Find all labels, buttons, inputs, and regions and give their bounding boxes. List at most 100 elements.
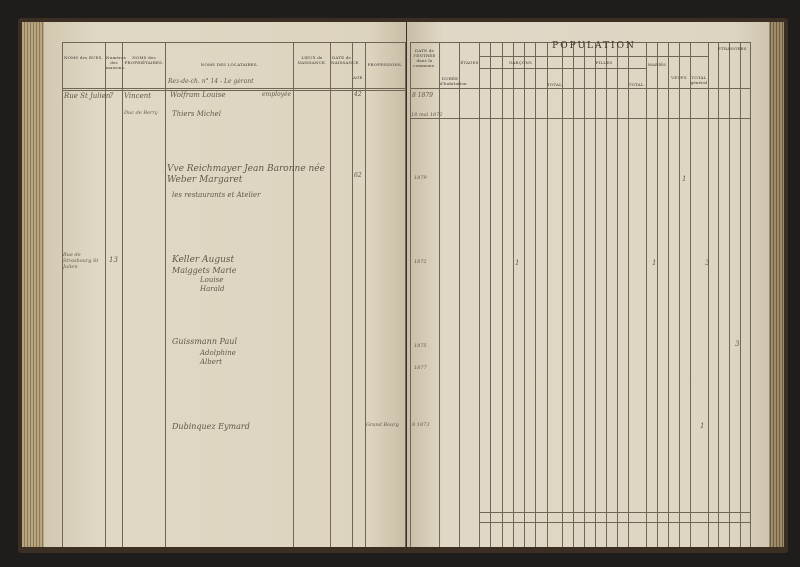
entry-tenant: Harald (200, 285, 225, 293)
entry-count: 3 (705, 259, 710, 267)
ruling-line (410, 88, 750, 89)
entry-date: 1879 (414, 175, 427, 181)
entry-tenant: Thiers Michel (172, 110, 221, 118)
entry-note: les restaurants et Atelier (172, 191, 261, 199)
ruling-line (122, 42, 123, 547)
header-date: DATE de NAISSANCE. (331, 55, 361, 65)
ruling-line (105, 42, 106, 547)
ruling-line (573, 42, 574, 547)
header-rues: NOMS des RUES. (63, 55, 104, 60)
ruling-line (293, 42, 294, 547)
entry-age: 42 (354, 91, 362, 98)
ruling-line (750, 42, 751, 547)
header-total-general: TOTAL général (690, 75, 708, 85)
entry-tenant: Adolphine (200, 349, 236, 357)
ruling-line (595, 42, 596, 547)
ruling-line (535, 42, 536, 547)
ruling-line (690, 42, 691, 547)
entry-date: 18 mai 1872 (411, 112, 443, 118)
ruling-line (729, 42, 730, 547)
entry-house-number: 7 (109, 92, 114, 100)
ruling-line (628, 42, 629, 547)
entry-date: 1872 (414, 259, 427, 265)
page-edges-left (22, 22, 48, 547)
entry-tenant: Guissmann Paul (172, 337, 238, 346)
entry-count: 1 (682, 175, 687, 183)
entry-date: 1875 (414, 343, 427, 349)
header-date-entree: DATE de l'ENTRÉE dans la commune. (413, 48, 436, 68)
ruling-line (524, 42, 525, 547)
ruling-line (547, 42, 548, 547)
entry-occupation: employée (262, 91, 292, 98)
ruling-line (410, 42, 750, 43)
ruling-line (668, 42, 669, 547)
entry-floor-note: Rez-de-ch. n° 14 - Le gérant (168, 78, 254, 85)
header-proprietaires: NOMS des PROPRIÉTAIRES. (124, 55, 164, 65)
ruling-line (479, 42, 480, 547)
header-maries: MARIÉS (647, 62, 667, 67)
ruling-line (513, 42, 514, 547)
entry-count: 3 (735, 340, 740, 348)
ruling-line (410, 118, 750, 119)
entry-age: 62 (354, 172, 362, 179)
ruling-line (352, 42, 353, 547)
ruling-line (606, 42, 607, 547)
right-page (407, 22, 769, 547)
ruling-line (479, 522, 750, 523)
header-population: POPULATION (552, 41, 636, 51)
entry-tenant: Maiggets Marie (172, 266, 237, 275)
ruling-line (330, 42, 331, 547)
ruling-line (410, 42, 411, 547)
ruling-line (657, 42, 658, 547)
header-etrangers: ÉTRANGERS (718, 46, 747, 51)
entry-date: 1877 (414, 365, 427, 371)
page-edges-right (768, 22, 784, 547)
ruling-line (62, 42, 63, 547)
header-etages: ÉTAGES (460, 60, 479, 65)
ruling-line (490, 42, 491, 547)
header-garcons-total: TOTAL. (547, 82, 564, 87)
ruling-line (679, 42, 680, 547)
header-locataires: NOMS DES LOCATAIRES. (200, 62, 259, 67)
ruling-line (405, 42, 406, 547)
entry-tenant: Louise (200, 276, 224, 284)
entry-street: Rue St Julien (64, 92, 111, 100)
entry-tenant: Vve Reichmayer Jean Baronne née Weber Ma… (167, 164, 325, 185)
header-professions: PROFESSIONS. (367, 62, 403, 67)
ruling-line (62, 42, 405, 43)
left-page (44, 22, 406, 547)
ruling-line (62, 88, 405, 89)
ruling-line (479, 56, 708, 57)
entry-count: 1 (652, 259, 657, 267)
ruling-line (459, 42, 460, 547)
entry-tenant: Albert (200, 358, 223, 366)
ruling-line (646, 42, 647, 547)
ruling-line (165, 42, 166, 547)
entry-tenant: Dubinquez Eymard (172, 422, 250, 431)
ruling-line (502, 42, 503, 547)
ruling-line (708, 42, 709, 547)
header-veufs: VEUFS (671, 75, 687, 80)
header-duree: DURÉE d'habitation (440, 76, 467, 86)
entry-occupation: Grand Bourg (366, 422, 399, 428)
header-filles: FILLES (595, 60, 613, 65)
ruling-line (365, 42, 366, 547)
ruling-line (479, 68, 647, 69)
header-maisons: Numéros des maisons. (106, 55, 127, 70)
ruling-line (718, 42, 719, 547)
entry-date: 8 1873 (412, 422, 430, 428)
entry-date: 8 1879 (412, 92, 433, 99)
entry-note: Duc de Berry (124, 110, 158, 116)
entry-count: 1 (700, 422, 705, 430)
entry-street: Rue de Strasbourg St Julien (63, 252, 99, 270)
header-lieux: LIEUX de NAISSANCE. (297, 55, 327, 65)
entry-house-number: 13 (109, 256, 118, 264)
ruling-line (617, 42, 618, 547)
header-filles-total: TOTAL. (628, 82, 646, 87)
entry-tenant: Wolfram Louise (170, 91, 226, 99)
entry-tenant: Keller August (172, 255, 235, 265)
ruling-line (562, 42, 563, 547)
ruling-line (740, 42, 741, 547)
header-garcons: GARÇONS (508, 60, 533, 65)
entry-count: 1 (515, 259, 520, 267)
